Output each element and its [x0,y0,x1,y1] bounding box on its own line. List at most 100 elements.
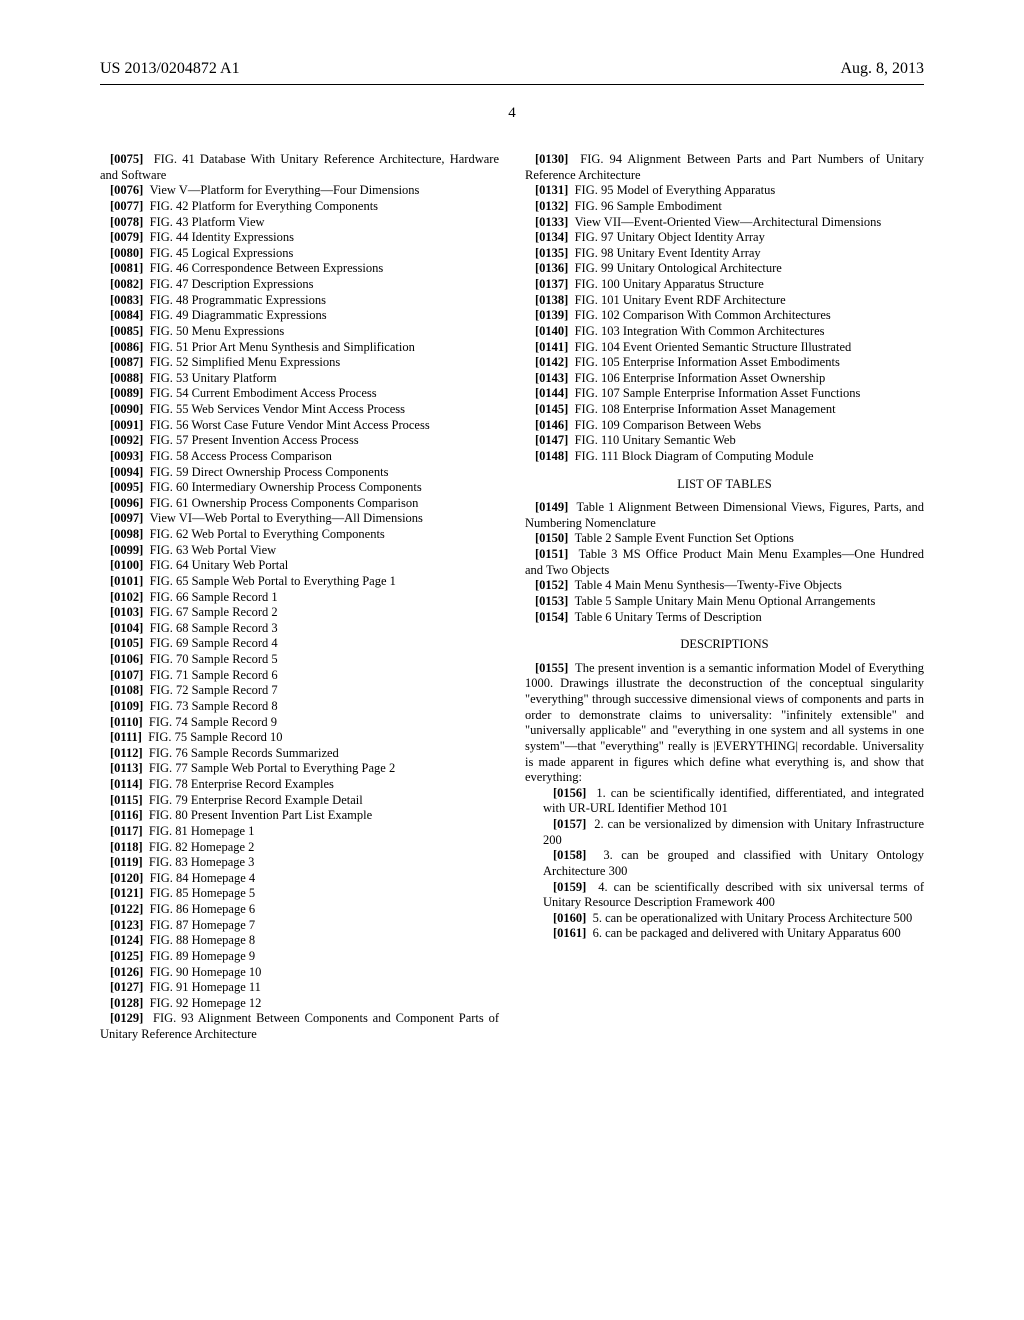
paragraph: [0142] FIG. 105 Enterprise Information A… [525,355,924,371]
paragraph-number: [0127] [110,980,143,994]
section-heading-descriptions: DESCRIPTIONS [525,637,924,653]
paragraph-number: [0149] [535,500,568,514]
body-columns: [0075] FIG. 41 Database With Unitary Ref… [100,152,924,1043]
paragraph-number: [0123] [110,918,143,932]
paragraph: [0127] FIG. 91 Homepage 11 [100,980,499,996]
paragraph-number: [0147] [535,433,568,447]
paragraph: [0087] FIG. 52 Simplified Menu Expressio… [100,355,499,371]
paragraph: [0130] FIG. 94 Alignment Between Parts a… [525,152,924,183]
paragraph: [0094] FIG. 59 Direct Ownership Process … [100,465,499,481]
paragraph-number: [0141] [535,340,568,354]
paragraph-number: [0085] [110,324,143,338]
paragraph: [0091] FIG. 56 Worst Case Future Vendor … [100,418,499,434]
paragraph: [0075] FIG. 41 Database With Unitary Ref… [100,152,499,183]
paragraph-number: [0131] [535,183,568,197]
paragraph: [0128] FIG. 92 Homepage 12 [100,996,499,1012]
paragraph: [0102] FIG. 66 Sample Record 1 [100,590,499,606]
paragraph: [0114] FIG. 78 Enterprise Record Example… [100,777,499,793]
paragraph: [0116] FIG. 80 Present Invention Part Li… [100,808,499,824]
paragraph-number: [0120] [110,871,143,885]
paragraph-number: [0137] [535,277,568,291]
paragraph: [0150] Table 2 Sample Event Function Set… [525,531,924,547]
paragraph: [0131] FIG. 95 Model of Everything Appar… [525,183,924,199]
paragraph: [0110] FIG. 74 Sample Record 9 [100,715,499,731]
paragraph-number: [0075] [110,152,143,166]
paragraph-number: [0096] [110,496,143,510]
paragraph-number: [0088] [110,371,143,385]
paragraph-number: [0139] [535,308,568,322]
paragraph-number: [0154] [535,610,568,624]
paragraph: [0098] FIG. 62 Web Portal to Everything … [100,527,499,543]
paragraph: [0099] FIG. 63 Web Portal View [100,543,499,559]
paragraph: [0086] FIG. 51 Prior Art Menu Synthesis … [100,340,499,356]
paragraph-number: [0112] [110,746,143,760]
paragraph-number: [0094] [110,465,143,479]
paragraph: [0088] FIG. 53 Unitary Platform [100,371,499,387]
paragraph: [0108] FIG. 72 Sample Record 7 [100,683,499,699]
paragraph: [0119] FIG. 83 Homepage 3 [100,855,499,871]
paragraph-number: [0161] [553,926,586,940]
paragraph: [0151] Table 3 MS Office Product Main Me… [525,547,924,578]
paragraph: [0076] View V—Platform for Everything—Fo… [100,183,499,199]
paragraph-number: [0105] [110,636,143,650]
paragraph: [0152] Table 4 Main Menu Synthesis—Twent… [525,578,924,594]
paragraph: [0084] FIG. 49 Diagrammatic Expressions [100,308,499,324]
paragraph-number: [0117] [110,824,143,838]
paragraph: [0093] FIG. 58 Access Process Comparison [100,449,499,465]
paragraph-number: [0081] [110,261,143,275]
paragraph: [0156] 1. can be scientifically identifi… [543,786,924,817]
paragraph: [0123] FIG. 87 Homepage 7 [100,918,499,934]
paragraph-number: [0142] [535,355,568,369]
paragraph-number: [0098] [110,527,143,541]
right-column: [0130] FIG. 94 Alignment Between Parts a… [525,152,924,1043]
paragraph-number: [0095] [110,480,143,494]
paragraph-number: [0080] [110,246,143,260]
paragraph-number: [0102] [110,590,143,604]
section-heading-tables: LIST OF TABLES [525,477,924,493]
paragraph-number: [0119] [110,855,143,869]
paragraph: [0137] FIG. 100 Unitary Apparatus Struct… [525,277,924,293]
paragraph: [0083] FIG. 48 Programmatic Expressions [100,293,499,309]
paragraph-number: [0128] [110,996,143,1010]
paragraph: [0126] FIG. 90 Homepage 10 [100,965,499,981]
paragraph: [0081] FIG. 46 Correspondence Between Ex… [100,261,499,277]
paragraph-number: [0150] [535,531,568,545]
paragraph: [0132] FIG. 96 Sample Embodiment [525,199,924,215]
paragraph: [0124] FIG. 88 Homepage 8 [100,933,499,949]
paragraph-number: [0106] [110,652,143,666]
paragraph-number: [0152] [535,578,568,592]
paragraph: [0147] FIG. 110 Unitary Semantic Web [525,433,924,449]
paragraph: [0117] FIG. 81 Homepage 1 [100,824,499,840]
paragraph-number: [0084] [110,308,143,322]
paragraph: [0080] FIG. 45 Logical Expressions [100,246,499,262]
paragraph: [0153] Table 5 Sample Unitary Main Menu … [525,594,924,610]
paragraph-number: [0101] [110,574,143,588]
paragraph-number: [0090] [110,402,143,416]
paragraph-number: [0108] [110,683,143,697]
paragraph: [0154] Table 6 Unitary Terms of Descript… [525,610,924,626]
paragraph-number: [0076] [110,183,143,197]
paragraph: [0107] FIG. 71 Sample Record 6 [100,668,499,684]
paragraph-number: [0160] [553,911,586,925]
paragraph: [0105] FIG. 69 Sample Record 4 [100,636,499,652]
paragraph-number: [0100] [110,558,143,572]
paragraph: [0141] FIG. 104 Event Oriented Semantic … [525,340,924,356]
paragraph: [0160] 5. can be operationalized with Un… [543,911,924,927]
paragraph-number: [0157] [553,817,586,831]
paragraph: [0089] FIG. 54 Current Embodiment Access… [100,386,499,402]
paragraph-number: [0140] [535,324,568,338]
paragraph-number: [0144] [535,386,568,400]
paragraph: [0145] FIG. 108 Enterprise Information A… [525,402,924,418]
paragraph-number: [0126] [110,965,143,979]
paragraph-number: [0093] [110,449,143,463]
paragraph-number: [0134] [535,230,568,244]
paragraph: [0144] FIG. 107 Sample Enterprise Inform… [525,386,924,402]
paragraph-number: [0082] [110,277,143,291]
paragraph: [0100] FIG. 64 Unitary Web Portal [100,558,499,574]
paragraph-number: [0138] [535,293,568,307]
paragraph-number: [0109] [110,699,143,713]
paragraph-number: [0104] [110,621,143,635]
paragraph-number: [0153] [535,594,568,608]
paragraph: [0109] FIG. 73 Sample Record 8 [100,699,499,715]
paragraph-number: [0079] [110,230,143,244]
